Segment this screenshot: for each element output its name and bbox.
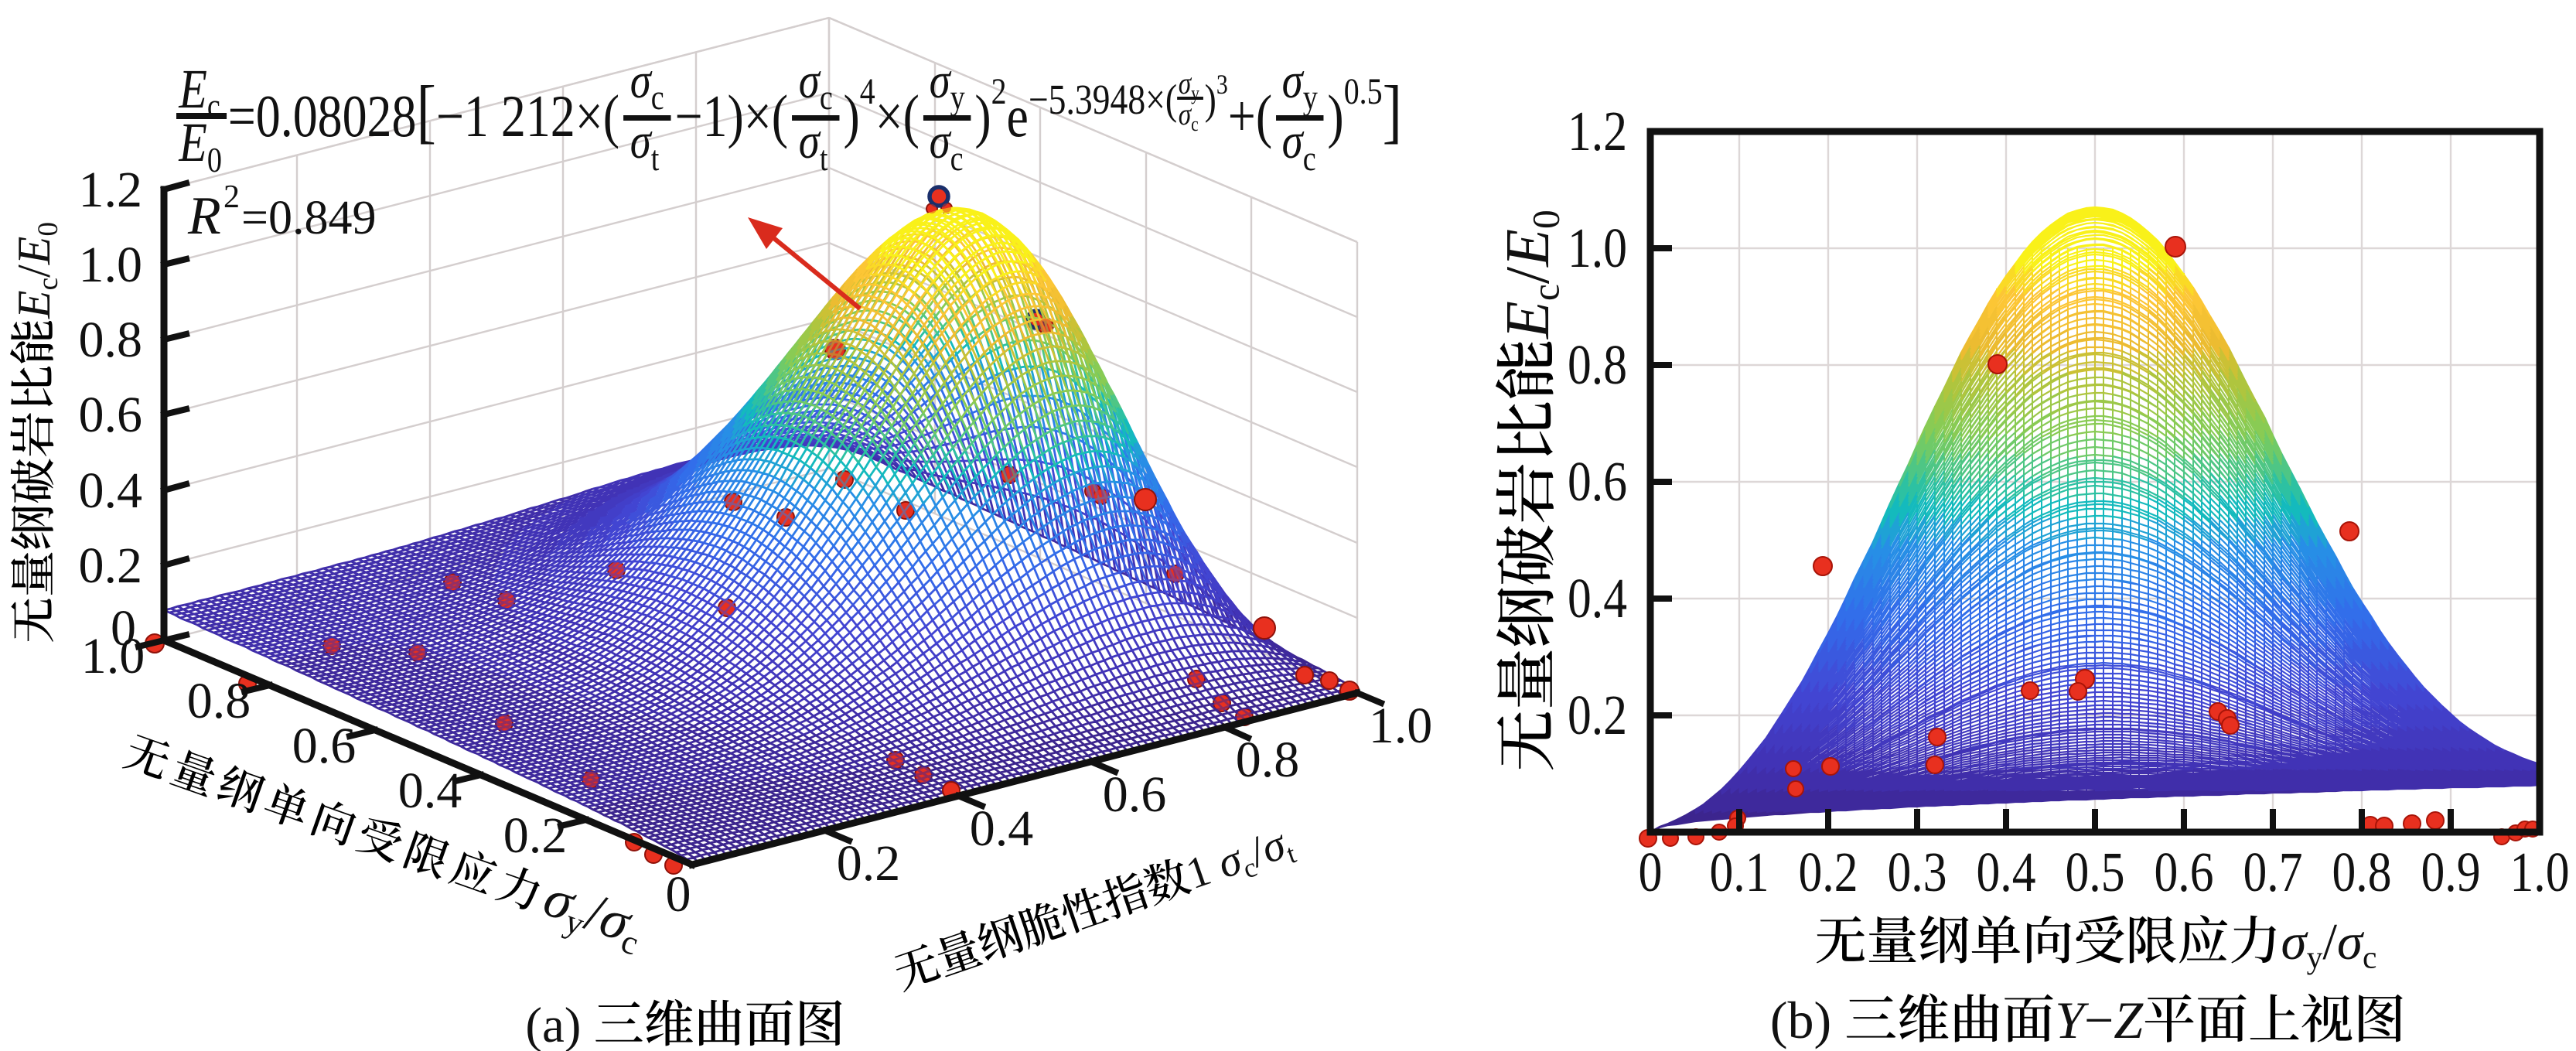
svg-text:): ) [1327,84,1343,150]
svg-text:0.8: 0.8 [2332,841,2392,903]
svg-text:t: t [820,139,828,179]
svg-text:c: c [1525,284,1568,301]
svg-text:y: y [2307,939,2323,974]
svg-text:): ) [1205,76,1216,123]
svg-text:−: − [2084,991,2114,1049]
svg-text:0.7: 0.7 [2243,841,2303,903]
svg-text:−1 212×(: −1 212×( [436,84,619,150]
svg-text:0.6: 0.6 [2155,841,2214,903]
svg-text:0.6: 0.6 [79,387,143,443]
svg-text:0: 0 [1639,841,1663,903]
svg-text:0.6: 0.6 [292,718,357,774]
svg-text:σ: σ [1179,97,1192,131]
svg-text:0: 0 [666,866,691,923]
svg-text:−5.3948×(: −5.3948×( [1029,76,1177,123]
svg-text:σ: σ [630,53,653,109]
svg-text:0.4: 0.4 [1977,841,2036,903]
svg-text:0.8: 0.8 [79,312,143,368]
svg-text:E: E [1494,301,1562,340]
svg-text:): ) [974,84,991,150]
svg-text:y: y [1303,78,1318,118]
svg-text:σ: σ [1282,53,1305,109]
svg-text:E: E [9,237,60,266]
svg-text:1.0: 1.0 [2510,841,2570,903]
svg-text:Z: Z [2114,991,2144,1049]
svg-text:σ: σ [799,53,821,109]
svg-text:t: t [651,139,660,179]
svg-text:/: / [9,264,60,278]
svg-text:Y: Y [2055,991,2089,1049]
svg-text:σ: σ [2281,913,2309,971]
svg-text:0.2: 0.2 [503,807,568,864]
svg-text:4: 4 [860,71,875,112]
svg-text:0.8: 0.8 [187,673,251,729]
svg-text:0.2: 0.2 [79,537,143,594]
svg-text:0.6: 0.6 [1103,766,1167,823]
svg-text:0.2: 0.2 [837,835,901,892]
svg-text:c: c [207,87,220,126]
svg-text:σ: σ [1179,66,1192,101]
svg-text:σ: σ [630,113,653,169]
svg-text:1.2: 1.2 [1568,100,1627,162]
svg-text:1.2: 1.2 [79,162,143,218]
svg-text:1.0: 1.0 [1568,217,1627,279]
svg-text:0.9: 0.9 [2421,841,2481,903]
svg-text:1.0: 1.0 [81,628,145,684]
svg-text:σ: σ [2337,913,2365,971]
svg-text:0: 0 [1525,210,1568,229]
svg-text:×(: ×( [875,84,920,150]
svg-text:0.6: 0.6 [1568,450,1627,513]
svg-text:c: c [1303,139,1316,179]
svg-text:(a): (a) [525,998,581,1051]
svg-text:1.0: 1.0 [1369,698,1433,754]
svg-text:σ: σ [799,113,821,169]
svg-text:0.5: 0.5 [2066,841,2125,903]
svg-text:2: 2 [991,71,1007,112]
svg-text:0.2: 0.2 [1568,684,1627,746]
svg-text:0.4: 0.4 [970,800,1034,857]
svg-text:σ: σ [1282,113,1305,169]
svg-text:0.4: 0.4 [398,763,462,819]
svg-text:E: E [178,112,206,173]
svg-text:c: c [1191,114,1199,135]
svg-text:0.8: 0.8 [1568,333,1627,396]
svg-text:=0.849: =0.849 [241,192,376,244]
svg-text:]: ] [1383,72,1402,150]
svg-text:0.4: 0.4 [79,462,143,519]
svg-text:0.4: 0.4 [1568,567,1627,630]
svg-text:(b): (b) [1770,991,1831,1049]
svg-text:R: R [187,186,221,246]
svg-text:/: / [2322,913,2337,971]
svg-text:c: c [651,78,664,118]
svg-text:0: 0 [111,600,136,657]
svg-text:σ: σ [930,53,952,109]
svg-text:2: 2 [223,179,240,215]
svg-text:c: c [2363,939,2376,974]
svg-text:0.8: 0.8 [1236,732,1300,788]
svg-text:0.3: 0.3 [1888,841,1947,903]
svg-text:E: E [178,59,206,120]
svg-text:y: y [950,78,965,118]
svg-text:−1)×(: −1)×( [674,84,788,150]
svg-text:/: / [1494,266,1562,284]
svg-text:c: c [820,78,833,118]
svg-text:0.2: 0.2 [1799,841,1858,903]
svg-text:E: E [9,290,60,319]
svg-text:=0.08028: =0.08028 [228,84,417,150]
svg-text:): ) [843,84,859,150]
svg-text:[: [ [417,72,436,150]
svg-text:1.0: 1.0 [79,237,143,293]
svg-text:σ: σ [930,113,952,169]
svg-text:E: E [1494,229,1562,268]
svg-text:0.1: 0.1 [1710,841,1769,903]
svg-text:0: 0 [32,222,64,237]
svg-text:0.5: 0.5 [1344,71,1383,112]
svg-text:0: 0 [207,141,222,180]
svg-text:e: e [1007,84,1029,150]
svg-text:+(: +( [1228,84,1272,150]
svg-text:y: y [1191,83,1199,104]
svg-text:c: c [950,139,964,179]
svg-text:c: c [32,278,64,291]
svg-text:3: 3 [1216,70,1228,101]
